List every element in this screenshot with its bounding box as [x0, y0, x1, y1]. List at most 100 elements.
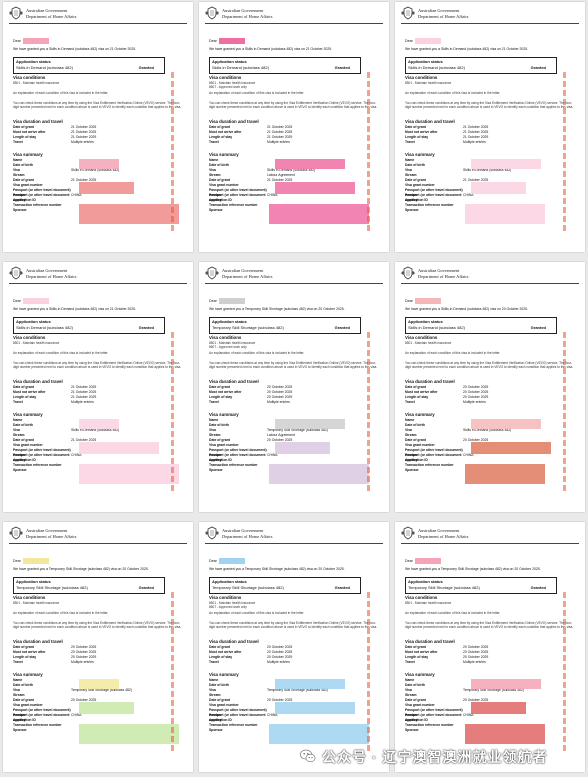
table-row: Date of grant 21 October 2025 [13, 125, 183, 130]
table-row: Transaction reference number [405, 203, 575, 208]
table-row: Name [209, 418, 379, 423]
row-label: Travel [209, 400, 219, 404]
gov-header: Australian Government Department of Home … [9, 526, 189, 542]
gov-line2: Department of Home Affairs [26, 533, 77, 539]
row-value: Multiple entries [71, 400, 94, 404]
status-heading: Application status [212, 319, 247, 324]
redaction-block [219, 38, 245, 44]
table-row: Date of grant 20 October 2025 [209, 698, 379, 703]
gov-header: Australian Government Department of Home … [205, 526, 385, 542]
row-label: Visa grant number [209, 183, 239, 187]
visa-conditions-heading: Visa conditions [209, 75, 242, 80]
row-label: Passport (or other travel document) numb… [209, 448, 267, 457]
table-row: Date of grant 20 October 2025 [405, 385, 575, 390]
visa-summary-table: Name Date of birth Visa Skills in Demand (s… [13, 418, 183, 473]
row-value: 21 October 2029 [267, 135, 293, 139]
row-label: Date of grant [405, 438, 426, 442]
table-row: Transaction reference number [209, 723, 379, 728]
table-row: Visa grant number [209, 443, 379, 448]
row-label: Must not arrive after [405, 130, 438, 134]
row-value: 21 October 2025 [267, 178, 293, 182]
salutation: Dear [13, 39, 21, 43]
row-label: Passport (or other travel document count… [13, 713, 70, 722]
row-value: CHINA [463, 453, 474, 457]
side-stamp-mark [171, 592, 174, 752]
redaction-block [465, 204, 545, 224]
gov-line1: Australian Government [222, 268, 264, 273]
row-label: Visa [405, 688, 412, 692]
row-value: CHINA [463, 713, 474, 717]
table-row: Application ID [405, 198, 575, 203]
row-label: Visa grant number [13, 703, 43, 707]
salutation: Dear [209, 559, 217, 563]
row-label: Sponsor [405, 468, 419, 472]
status-heading: Application status [212, 579, 247, 584]
redaction-block [415, 558, 441, 564]
row-label: Must not arrive after [405, 390, 438, 394]
visa-conditions-heading: Visa conditions [13, 335, 46, 340]
application-status-box: Application status Temporary Skill Shorta… [405, 577, 557, 594]
table-row: Application ID [209, 458, 379, 463]
row-label: Visa [13, 428, 20, 432]
row-label: Stream [13, 173, 25, 177]
table-row: Transaction reference number [209, 463, 379, 468]
visa-duration-heading: Visa duration and travel [405, 119, 455, 124]
table-row: Travel Multiple entries [405, 660, 575, 665]
row-value: Labour Agreement [267, 173, 295, 177]
gov-line1: Australian Government [26, 8, 68, 13]
vevo-note: You can check these conditions at any ti… [13, 621, 182, 630]
row-label: Length of stay [13, 395, 37, 399]
row-label: Name [209, 158, 219, 162]
coat-of-arms-icon [401, 266, 415, 280]
row-value: 20 October 2025 [71, 650, 97, 654]
row-value: 20 October 2025 [463, 650, 489, 654]
row-value: CHINA [71, 193, 82, 197]
table-row: Visa grant number [405, 703, 575, 708]
grant-intro: We have granted you a Temporary Skill Sh… [13, 567, 149, 571]
table-row: Date of grant 21 October 2025 [209, 178, 379, 183]
table-row: Travel Multiple entries [13, 660, 183, 665]
table-row: Date of birth [209, 163, 379, 168]
row-label: Application ID [209, 458, 232, 462]
row-label: Date of grant [209, 438, 230, 442]
status-granted: Granted [530, 65, 546, 70]
row-value: 21 October 2029 [71, 395, 97, 399]
vevo-note: You can check these conditions at any ti… [405, 621, 574, 630]
condition-note: An explanation of each condition of this… [209, 611, 305, 615]
row-value: 21 October 2025 [71, 385, 97, 389]
status-heading: Application status [16, 579, 51, 584]
salutation: Dear [405, 39, 413, 43]
row-label: Application ID [13, 198, 36, 202]
row-value: Multiple entries [463, 140, 486, 144]
redaction-block [79, 419, 119, 429]
row-label: Length of stay [209, 395, 233, 399]
row-label: Sponsor [405, 208, 419, 212]
row-label: Date of birth [209, 683, 229, 687]
row-value: 21 October 2025 [71, 178, 97, 182]
table-row: Length of stay 20 October 2029 [405, 395, 575, 400]
row-label: Name [209, 678, 219, 682]
row-label: Date of birth [13, 423, 33, 427]
gov-header: Australian Government Department of Home … [9, 266, 189, 282]
row-label: Application ID [405, 198, 428, 202]
row-label: Transaction reference number [209, 203, 258, 207]
vevo-note: You can check these conditions at any ti… [13, 101, 182, 110]
visa-conditions-heading: Visa conditions [209, 595, 242, 600]
table-row: Transaction reference number [13, 723, 183, 728]
condition-8607: 8607 - Approved work only [209, 345, 247, 349]
status-visa: Temporary Skill Shortage (subclass 482) [212, 325, 284, 330]
row-label: Passport (or other travel document count… [13, 193, 70, 202]
gov-header: Australian Government Department of Home … [401, 6, 581, 22]
gov-line2: Department of Home Affairs [222, 273, 273, 279]
redaction-block [79, 182, 134, 194]
row-label: Travel [209, 140, 219, 144]
table-row: Visa grant number [405, 443, 575, 448]
side-stamp-mark [563, 72, 566, 232]
row-label: Transaction reference number [405, 203, 454, 207]
row-label: Passport (or other travel document) numb… [13, 448, 71, 457]
redaction-block [275, 702, 355, 714]
table-row: Visa grant number [13, 443, 183, 448]
table-row: Application ID [209, 718, 379, 723]
row-label: Passport (or other travel document count… [209, 453, 266, 462]
